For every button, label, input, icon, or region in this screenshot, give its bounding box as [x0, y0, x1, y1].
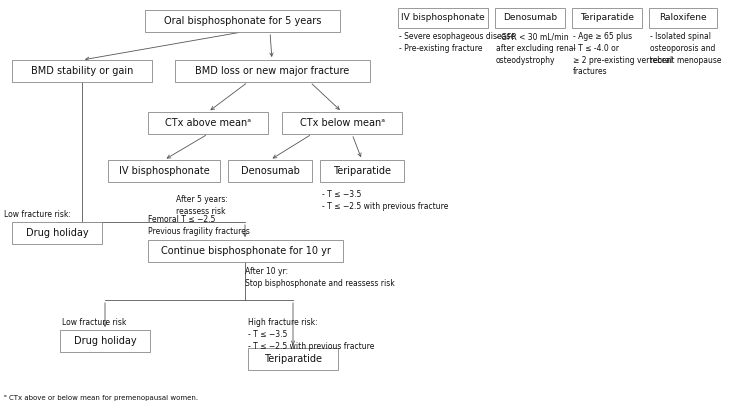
FancyBboxPatch shape: [175, 60, 370, 82]
Text: CTx above meanᵃ: CTx above meanᵃ: [165, 118, 251, 128]
Text: - Isolated spinal
osteoporosis and
recent menopause: - Isolated spinal osteoporosis and recen…: [650, 32, 721, 65]
Text: Teriparatide: Teriparatide: [264, 354, 322, 364]
FancyBboxPatch shape: [282, 112, 402, 134]
Text: After 10 yr:
Stop bisphosphonate and reassess risk: After 10 yr: Stop bisphosphonate and rea…: [245, 267, 395, 288]
FancyBboxPatch shape: [145, 10, 340, 32]
Text: - Severe esophageous disease
- Pre-existing fracture: - Severe esophageous disease - Pre-exist…: [399, 32, 515, 53]
Text: Drug holiday: Drug holiday: [26, 228, 89, 238]
FancyBboxPatch shape: [108, 160, 220, 182]
FancyBboxPatch shape: [228, 160, 312, 182]
Text: IV bisphosphonate: IV bisphosphonate: [119, 166, 209, 176]
Text: Continue bisphosphonate for 10 yr: Continue bisphosphonate for 10 yr: [160, 246, 330, 256]
FancyBboxPatch shape: [12, 222, 102, 244]
Text: - T ≤ −3.5
- T ≤ −2.5 with previous fracture: - T ≤ −3.5 - T ≤ −2.5 with previous frac…: [322, 190, 449, 211]
FancyBboxPatch shape: [649, 8, 717, 28]
Text: Femoral T ≤ −2.5
Previous fragility fractures: Femoral T ≤ −2.5 Previous fragility frac…: [148, 215, 250, 236]
FancyBboxPatch shape: [148, 112, 268, 134]
Text: Denosumab: Denosumab: [503, 13, 557, 23]
Text: Low fracture risk: Low fracture risk: [62, 318, 126, 327]
FancyBboxPatch shape: [148, 240, 343, 262]
Text: BMD loss or new major fracture: BMD loss or new major fracture: [195, 66, 350, 76]
Text: CTx below meanᵃ: CTx below meanᵃ: [299, 118, 384, 128]
Text: Denosumab: Denosumab: [241, 166, 299, 176]
Text: After 5 years:
reassess risk: After 5 years: reassess risk: [176, 195, 228, 216]
Text: ᵃ CTx above or below mean for premenopausal women.: ᵃ CTx above or below mean for premenopau…: [4, 395, 198, 401]
FancyBboxPatch shape: [572, 8, 642, 28]
Text: IV bisphosphonate: IV bisphosphonate: [401, 13, 485, 23]
Text: Oral bisphosphonate for 5 years: Oral bisphosphonate for 5 years: [164, 16, 321, 26]
FancyBboxPatch shape: [60, 330, 150, 352]
FancyBboxPatch shape: [248, 348, 338, 370]
FancyBboxPatch shape: [495, 8, 565, 28]
Text: Teriparatide: Teriparatide: [580, 13, 634, 23]
Text: - Age ≥ 65 plus
- T ≤ -4.0 or
≥ 2 pre-existing vertebral
fractures: - Age ≥ 65 plus - T ≤ -4.0 or ≥ 2 pre-ex…: [573, 32, 672, 77]
Text: - GFR < 30 mL/min
after excluding renal
osteodystrophy: - GFR < 30 mL/min after excluding renal …: [496, 32, 576, 65]
FancyBboxPatch shape: [320, 160, 404, 182]
Text: Low fracture risk:: Low fracture risk:: [4, 210, 71, 219]
Text: Teriparatide: Teriparatide: [333, 166, 391, 176]
Text: Drug holiday: Drug holiday: [74, 336, 136, 346]
Text: BMD stability or gain: BMD stability or gain: [31, 66, 133, 76]
FancyBboxPatch shape: [398, 8, 488, 28]
Text: Raloxifene: Raloxifene: [659, 13, 706, 23]
FancyBboxPatch shape: [12, 60, 152, 82]
Text: High fracture risk:
- T ≤ −3.5
- T ≤ −2.5 with previous fracture: High fracture risk: - T ≤ −3.5 - T ≤ −2.…: [248, 318, 375, 351]
